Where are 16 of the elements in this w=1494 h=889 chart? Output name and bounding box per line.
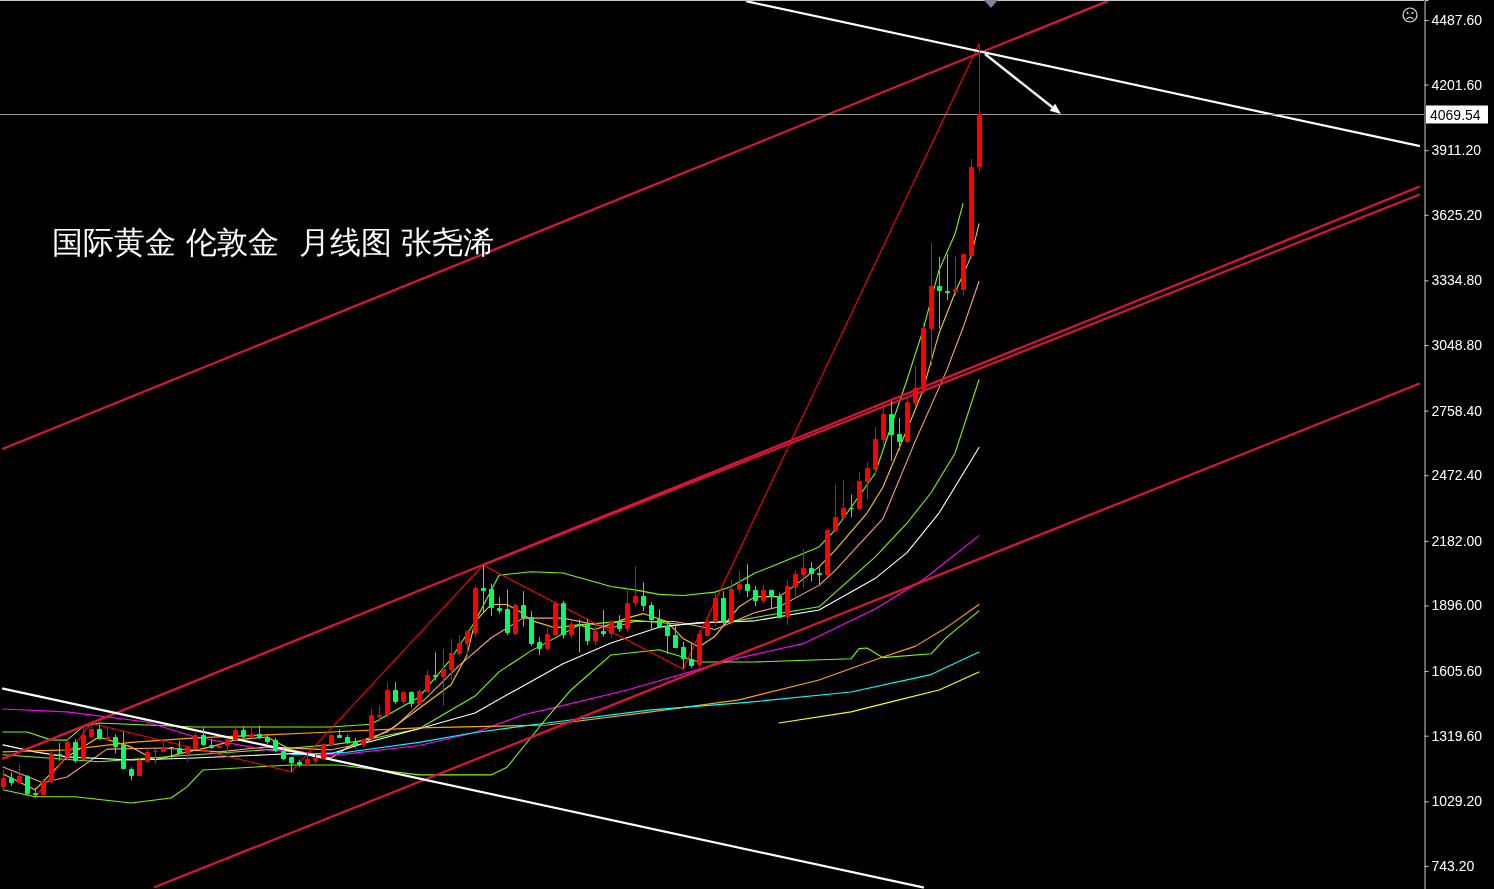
ref-line-label: 4069.54	[1430, 106, 1481, 123]
y-tick-label: 2758.40	[1431, 402, 1483, 419]
y-tick-label: 3334.80	[1431, 272, 1483, 289]
y-tick-label: 2182.00	[1431, 532, 1483, 549]
y-tick-label: 4201.60	[1431, 76, 1483, 93]
y-tick-label: 1896.00	[1431, 597, 1483, 614]
y-tick-label: 4487.60	[1431, 11, 1483, 28]
y-tick-label: 2472.40	[1431, 467, 1483, 484]
y-tick-label: 3625.20	[1431, 206, 1483, 223]
text: 国际黄金 伦敦金 月线图 张尧浠	[52, 224, 495, 260]
y-tick-label: 3048.80	[1431, 337, 1483, 354]
y-tick-label: 743.20	[1431, 857, 1475, 874]
y-tick-label: 1319.60	[1431, 727, 1483, 744]
y-tick-label: 1605.60	[1431, 663, 1483, 680]
y-tick-label: 3911.20	[1431, 142, 1482, 159]
y-tick-label: 1029.20	[1431, 793, 1483, 810]
